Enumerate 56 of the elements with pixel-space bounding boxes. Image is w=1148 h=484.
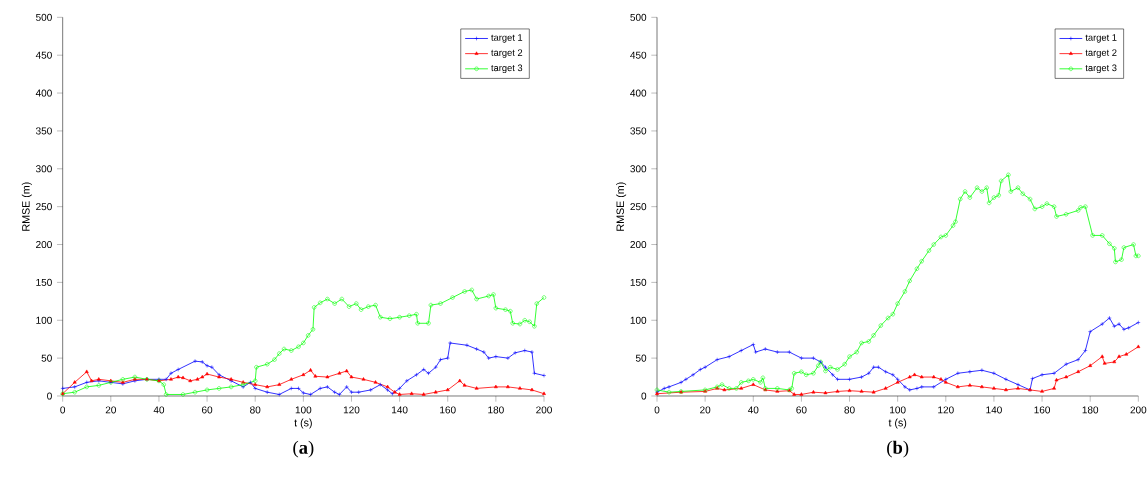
x-tick-label: 0 <box>654 406 660 414</box>
x-tick-label: 180 <box>488 406 504 414</box>
y-tick-label: 400 <box>35 89 52 97</box>
x-tick-label: 140 <box>392 406 408 414</box>
x-tick-label: 120 <box>938 406 954 414</box>
y-tick-label: 250 <box>630 203 647 211</box>
x-tick-label: 200 <box>536 406 552 414</box>
y-tick-label: 200 <box>630 240 647 249</box>
x-tick-label: 200 <box>1130 406 1147 414</box>
y-tick-label: 0 <box>641 392 647 400</box>
legend-label: target 3 <box>1085 64 1117 74</box>
x-tick-label: 40 <box>747 406 759 414</box>
x-tick-label: 60 <box>796 406 807 414</box>
y-tick-label: 500 <box>35 13 52 21</box>
text: (b) <box>887 440 909 458</box>
x-tick-label: 80 <box>250 406 261 414</box>
x-tick-label: 20 <box>700 406 711 414</box>
y-tick-label: 200 <box>36 240 52 249</box>
x-tick-label: 160 <box>440 406 456 414</box>
y-tick-label: 350 <box>35 127 52 135</box>
x-tick-label: 60 <box>202 406 213 414</box>
x-axis-title: t (s) <box>888 418 907 429</box>
x-tick-label: 140 <box>986 406 1002 414</box>
y-tick-label: 400 <box>630 89 647 97</box>
y-tick-label: 300 <box>630 165 647 173</box>
x-axis-title: t (s) <box>294 418 312 429</box>
y-tick-label: 150 <box>630 278 647 286</box>
x-tick-label: 180 <box>1082 406 1099 414</box>
y-tick-label: 500 <box>630 13 647 21</box>
text: (a) <box>293 440 314 458</box>
y-tick-label: 450 <box>630 51 647 59</box>
x-tick-label: 100 <box>295 406 312 414</box>
x-tick-label: 40 <box>153 406 165 414</box>
y-tick-label: 0 <box>47 392 52 400</box>
x-tick-label: 0 <box>60 406 66 414</box>
x-tick-label: 20 <box>105 406 116 414</box>
y-tick-label: 100 <box>36 316 52 324</box>
y-axis-title: RMSE (m) <box>616 182 627 231</box>
y-tick-label: 450 <box>35 51 52 59</box>
y-tick-label: 250 <box>36 203 52 211</box>
legend-label: target 2 <box>1085 49 1117 58</box>
x-tick-label: 100 <box>890 406 906 414</box>
y-tick-label: 350 <box>630 127 647 135</box>
x-tick-label: 120 <box>343 406 360 414</box>
legend-label: target 2 <box>491 49 523 58</box>
y-axis-title: RMSE (m) <box>21 182 32 231</box>
legend-label: target 3 <box>491 64 523 74</box>
y-tick-label: 150 <box>36 278 52 286</box>
legend-label: target 1 <box>1085 34 1117 43</box>
legend-label: target 1 <box>491 34 523 43</box>
y-tick-label: 100 <box>630 316 647 324</box>
y-tick-label: 300 <box>35 165 52 173</box>
x-tick-label: 160 <box>1034 406 1051 414</box>
x-tick-label: 80 <box>844 406 855 414</box>
y-tick-label: 50 <box>635 354 647 362</box>
y-tick-label: 50 <box>41 354 52 362</box>
